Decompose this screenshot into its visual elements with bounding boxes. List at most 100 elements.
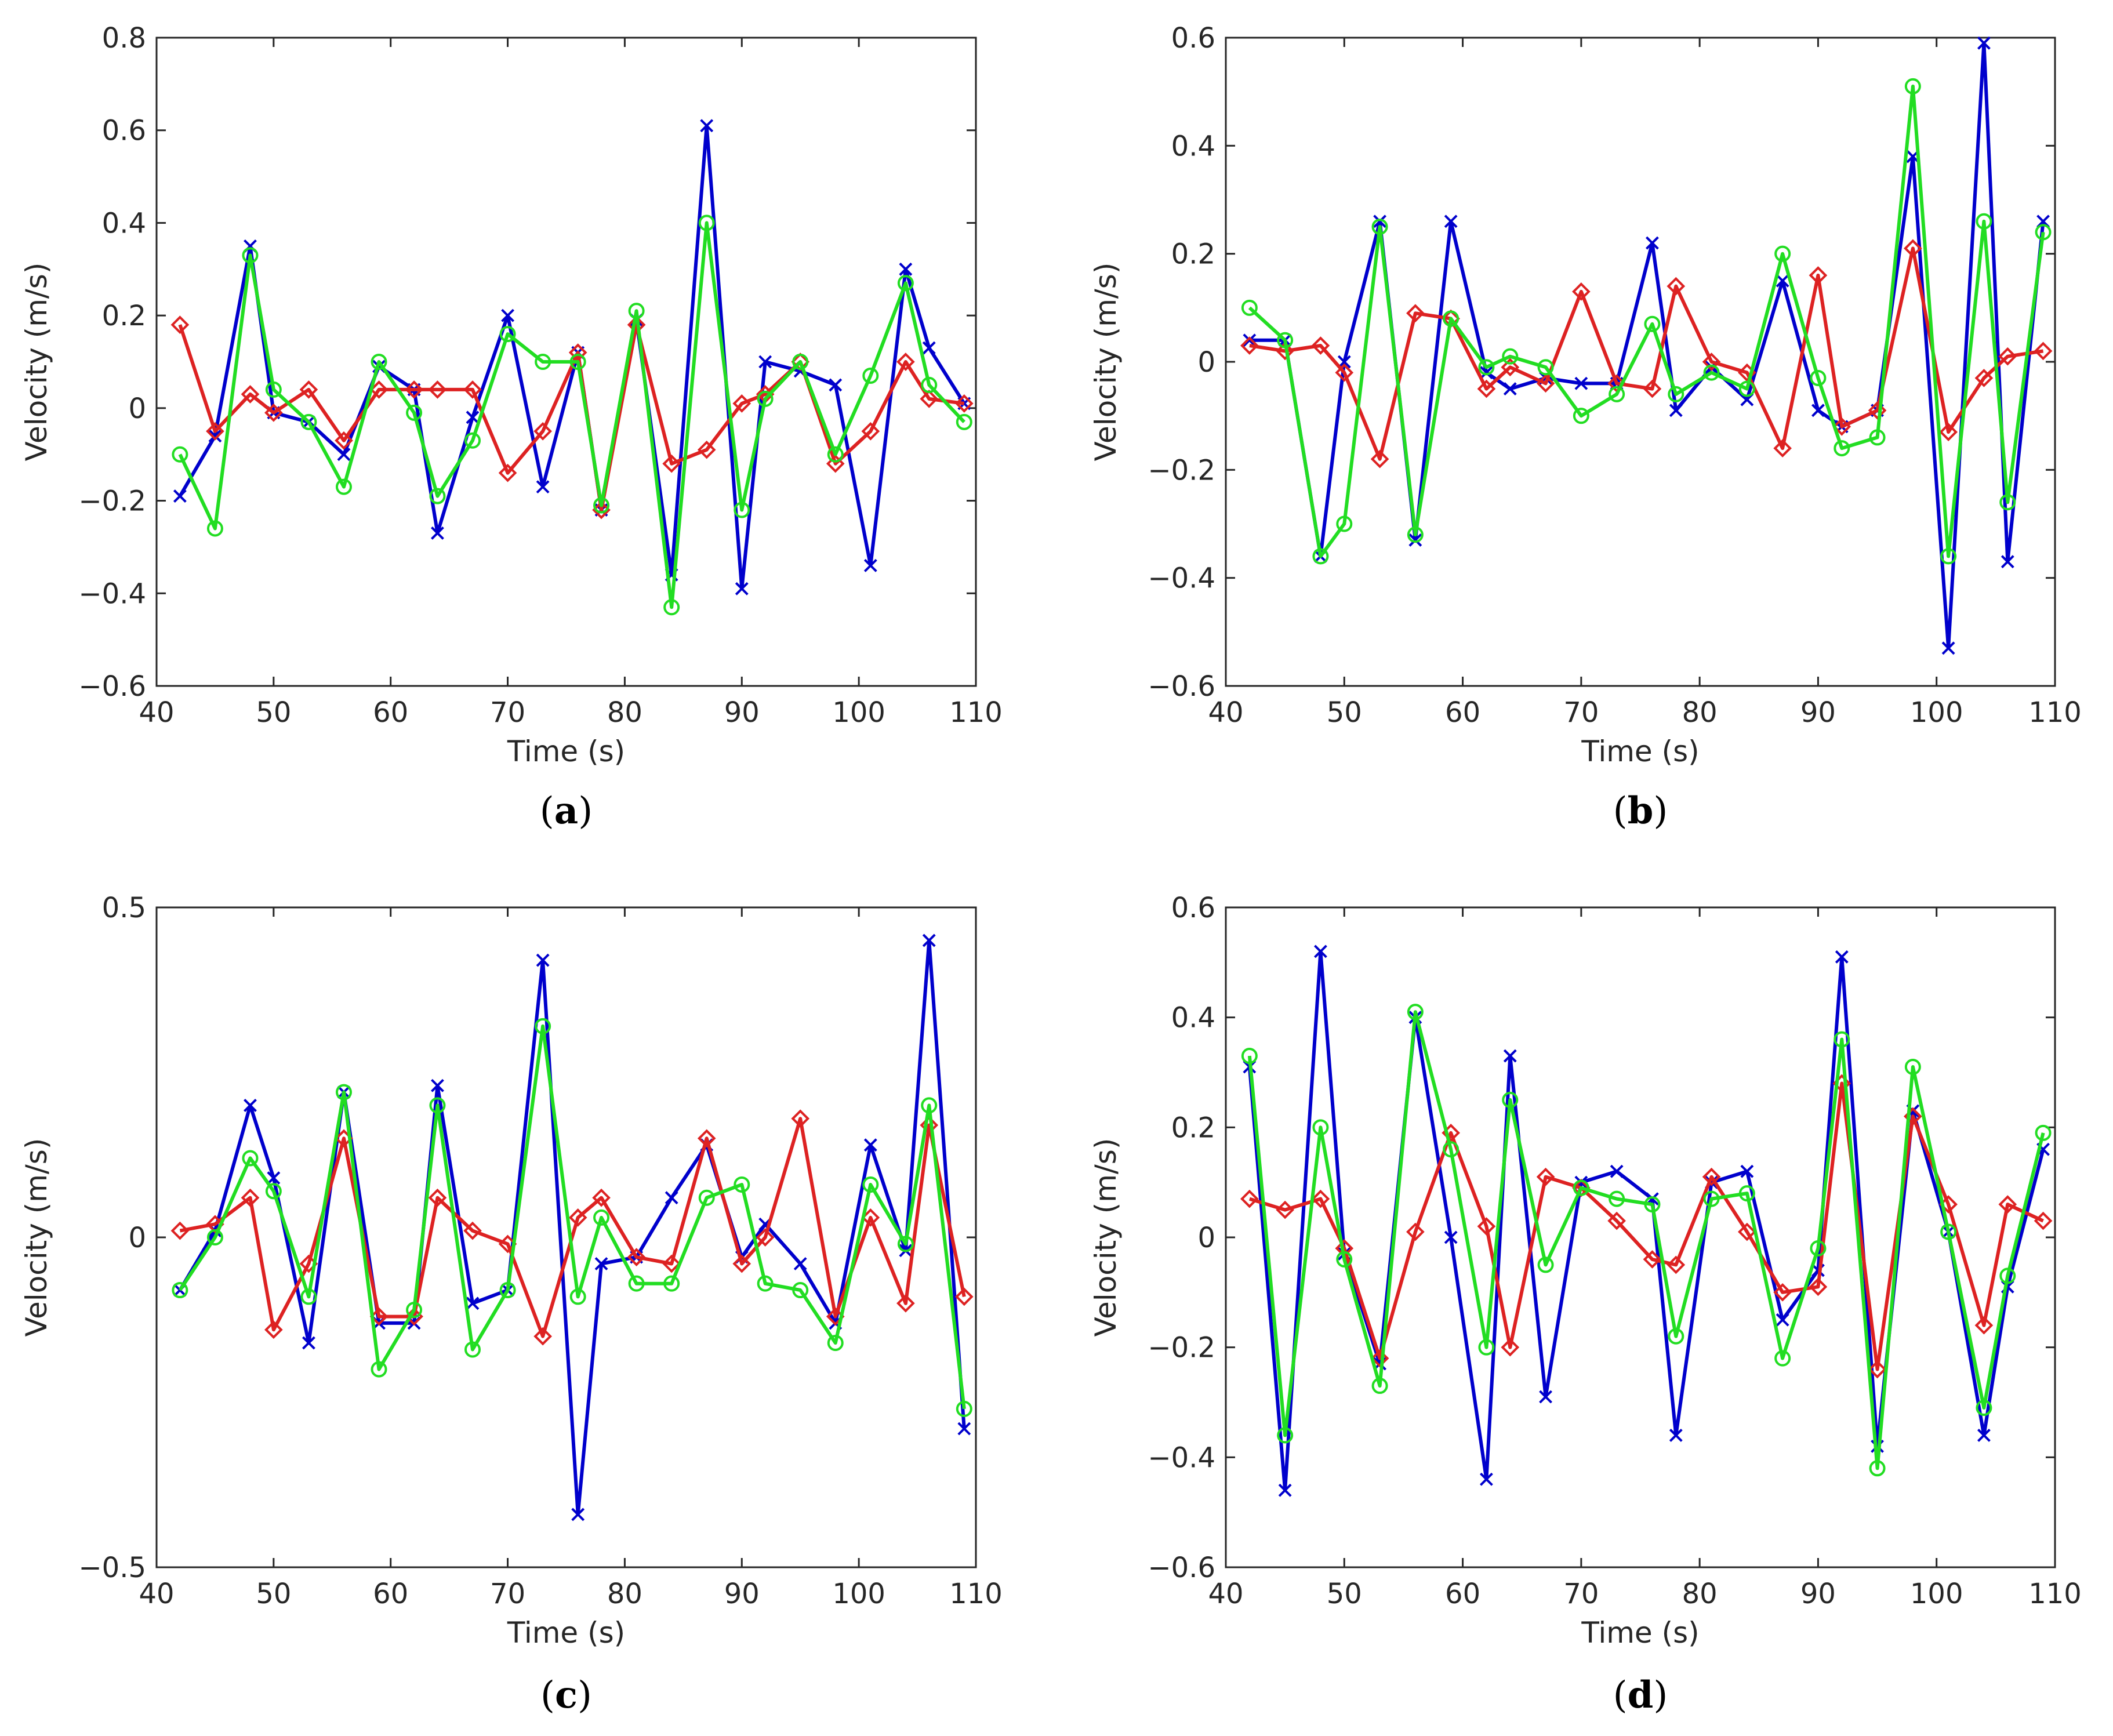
chart-c-series-blue [173, 934, 971, 1521]
chart-c-point-blue [431, 1078, 444, 1092]
chart-b-point-blue [1977, 36, 1991, 50]
chart-c-xtick-label: 60 [373, 1578, 408, 1610]
panel-b: 40 50 60 70 80 90 100 110 −0.6 −0.4 −0.2 0 0.2 0.4 0.6… [1089, 22, 2082, 833]
chart-c-point-green [698, 1189, 715, 1206]
chart-a-point-green [300, 413, 317, 430]
chart-a-point-red [241, 385, 260, 404]
chart-a-point-red [299, 380, 318, 399]
chart-a-series-red [170, 315, 974, 520]
chart-a-point-blue [536, 480, 550, 494]
chart-a-xtick-label: 80 [607, 696, 642, 729]
chart-b-point-red [1667, 277, 1686, 296]
chart-a-point-green [335, 478, 352, 495]
chart-c-point-blue [466, 1296, 480, 1310]
chart-a-xtick-label: 90 [724, 696, 760, 729]
chart-d-point-green [1999, 1268, 2016, 1284]
chart-c-point-red [428, 1188, 447, 1207]
chart-a-point-red [405, 380, 423, 399]
chart-a-ytick-label: 0.6 [102, 115, 146, 147]
chart-c-point-blue [267, 1171, 281, 1185]
chart-a-point-red [428, 380, 447, 399]
chart-d-point-red [1240, 1189, 1259, 1208]
chart-d-point-red [1868, 1360, 1887, 1379]
chart-a-series-green [172, 215, 972, 616]
chart-d-ytick-label: −0.6 [1148, 1552, 1215, 1584]
chart-b-point-red [1832, 417, 1851, 436]
chart-b-line-blue [1249, 41, 2045, 650]
chart-d-xtick-label: 50 [1327, 1578, 1362, 1610]
chart-d-xtick-label: 70 [1563, 1578, 1599, 1610]
chart-b-point-green [1668, 386, 1684, 402]
chart-a-point-green [206, 520, 223, 537]
chart-a-point-green [371, 354, 387, 370]
chart-d-point-green [1703, 1190, 1720, 1207]
chart-a-point-green [897, 275, 914, 292]
chart-a-xtick-label: 50 [256, 696, 291, 729]
chart-d-axes-box [1225, 906, 2056, 1568]
chart-c-point-red [627, 1248, 646, 1266]
chart-b-point-red [1477, 379, 1496, 398]
chart-d-point-red [1667, 1255, 1686, 1274]
chart-c-point-green [535, 1018, 551, 1034]
chart-c-point-green [827, 1335, 844, 1352]
chart-d-point-red [1311, 1189, 1330, 1208]
chart-a-point-red [264, 404, 283, 422]
chart-a-point-red [954, 394, 974, 413]
chart-c-point-blue [922, 934, 936, 947]
chart-a-ytick-label: −0.4 [78, 578, 146, 610]
chart-c-ylabel: Velocity (m/s) [20, 1138, 53, 1337]
chart-b-panel-letter: b [1628, 789, 1654, 833]
chart-b-ytick-label: 0 [1197, 346, 1215, 379]
chart-b-point-red [1904, 239, 1922, 258]
chart-a-xtick-label: 70 [490, 696, 525, 729]
chart-c-point-red [791, 1109, 810, 1128]
chart-b-point-green [1869, 429, 1886, 446]
chart-b-point-red [1335, 363, 1354, 382]
chart-b-point-green [1644, 315, 1661, 332]
chart-d-point-red [1406, 1222, 1425, 1241]
chart-a-point-green [499, 326, 516, 343]
chart-a-panel-letter: a [554, 789, 578, 833]
chart-b-point-red [1311, 336, 1330, 355]
chart-c-point-blue [536, 953, 550, 967]
chart-d-series-red [1240, 1074, 2053, 1379]
chart-b-xlabel: Time (s) [1581, 735, 1699, 768]
chart-a-xtick-label: 40 [139, 696, 174, 729]
chart-c-point-green [172, 1282, 188, 1299]
chart-b-ytick-label: 0.4 [1171, 130, 1215, 162]
chart-b-ylabel: Velocity (m/s) [1089, 263, 1123, 462]
chart-b-point-blue [1503, 382, 1517, 395]
chart-c-point-red [533, 1327, 552, 1346]
chart-b-line-green [1248, 84, 2045, 558]
chart-b-axes-box [1225, 37, 2056, 687]
chart-a-point-red [896, 353, 915, 371]
chart-d-point-green [1810, 1240, 1827, 1256]
chart-a-point-green [698, 215, 715, 231]
chart-b-point-red [1276, 342, 1294, 361]
chart-d-point-red [2034, 1211, 2053, 1230]
chart-c-point-red [756, 1228, 775, 1247]
chart-d-ytick-label: 0.4 [1171, 1002, 1215, 1034]
chart-d-point-green [1644, 1196, 1661, 1213]
chart-b-point-green [1703, 364, 1720, 381]
chart-a-point-green [593, 497, 610, 514]
chart-d-ytick-label: 0 [1197, 1222, 1215, 1254]
chart-a-point-blue [501, 308, 514, 322]
chart-d-point-red [1276, 1200, 1294, 1219]
chart-d-point-red [1477, 1217, 1496, 1236]
chart-c-panel-letter: c [555, 1673, 578, 1717]
chart-a-point-green [429, 488, 446, 504]
chart-d-xtick-label: 90 [1800, 1578, 1836, 1610]
chart-c-point-green [335, 1084, 352, 1101]
chart-d-point-red [1702, 1167, 1721, 1186]
chart-d-point-blue [1610, 1164, 1624, 1178]
chart-c-xtick-label: 80 [607, 1578, 642, 1610]
chart-b-ytick-label: −0.6 [1148, 670, 1215, 703]
chart-a-ytick-label: −0.6 [78, 670, 146, 703]
chart-c-point-green [734, 1176, 750, 1193]
chart-a-ylabel: Velocity (m/s) [20, 263, 53, 462]
chart-b-point-red [2034, 342, 2053, 361]
chart-d-xtick-label: 100 [1910, 1578, 1963, 1610]
chart-a-point-red [662, 454, 681, 473]
